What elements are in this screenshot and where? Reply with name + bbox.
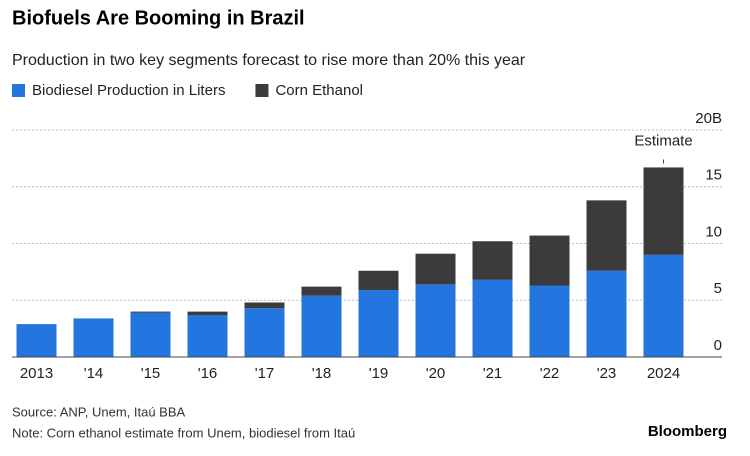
y-tick-label: 20B: [695, 110, 722, 127]
legend-swatch: [255, 84, 269, 97]
x-tick-label: '21: [483, 365, 503, 382]
y-tick-label: 0: [714, 337, 722, 354]
bar-segment: [301, 295, 342, 357]
x-tick-label: '18: [312, 365, 332, 382]
annotation: Estimate: [634, 132, 692, 149]
x-tick-label: '19: [369, 365, 389, 382]
bar-segment: [187, 311, 228, 316]
brand: Bloomberg: [648, 423, 727, 440]
bar-segment: [643, 254, 684, 357]
y-tick-label: 10: [705, 223, 722, 240]
x-tick-label: 2013: [20, 365, 53, 382]
x-tick-label: '15: [141, 365, 161, 382]
bar-segment: [16, 324, 57, 357]
bar-segment: [244, 308, 285, 357]
bar-segment: [529, 235, 570, 286]
x-tick-label: '23: [597, 365, 617, 382]
bar-segment: [358, 270, 399, 291]
x-tick-label: 2024: [647, 365, 680, 382]
y-tick-label: 5: [714, 280, 722, 297]
x-tick-label: '14: [84, 365, 104, 382]
bar-segment: [415, 253, 456, 285]
note: Note: Corn ethanol estimate from Unem, b…: [12, 425, 355, 440]
legend-label: Biodiesel Production in Liters: [32, 82, 225, 99]
bar-segment: [586, 270, 627, 357]
y-tick-label: 15: [705, 167, 722, 184]
bar-segment: [130, 311, 171, 313]
x-tick-label: '17: [255, 365, 275, 382]
bar-segment: [187, 315, 228, 357]
source: Source: ANP, Unem, Itaú BBA: [12, 404, 186, 419]
legend-swatch: [12, 84, 25, 97]
bar-segment: [529, 285, 570, 357]
chart-subtitle: Production in two key segments forecast …: [12, 52, 526, 69]
x-tick-label: '16: [198, 365, 218, 382]
bar-segment: [472, 279, 513, 357]
bar-segment: [472, 241, 513, 280]
chart-title: Biofuels Are Booming in Brazil: [12, 7, 305, 29]
bar-segment: [73, 318, 114, 357]
legend-label: Corn Ethanol: [275, 82, 363, 99]
x-tick-label: '20: [426, 365, 446, 382]
bar-segment: [415, 284, 456, 357]
x-tick-label: '22: [540, 365, 560, 382]
bar-segment: [643, 167, 684, 255]
bar-segment: [301, 286, 342, 296]
bar-segment: [358, 290, 399, 357]
bar-segment: [586, 200, 627, 271]
bar-segment: [244, 302, 285, 309]
bar-segment: [130, 312, 171, 357]
